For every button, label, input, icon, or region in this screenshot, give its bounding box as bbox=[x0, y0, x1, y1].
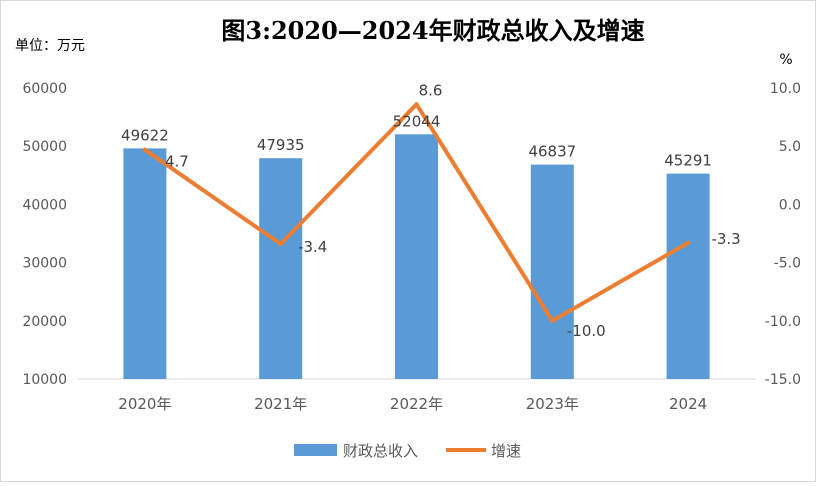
right-tick-label: 10.0 bbox=[770, 81, 801, 97]
line-point[interactable] bbox=[142, 147, 147, 152]
line-data-label: 8.6 bbox=[419, 81, 443, 99]
left-tick-label: 50000 bbox=[22, 139, 67, 155]
left-tick-label: 60000 bbox=[22, 81, 67, 97]
left-tick-label: 10000 bbox=[22, 372, 67, 388]
left-tick-label: 20000 bbox=[22, 314, 67, 330]
x-tick-label: 2024 bbox=[669, 395, 707, 413]
bar-data-label: 47935 bbox=[257, 136, 305, 154]
bar[interactable] bbox=[666, 173, 710, 379]
legend-label-bar: 财政总收入 bbox=[343, 442, 418, 460]
x-tick-label: 2022年 bbox=[390, 395, 443, 413]
bar[interactable] bbox=[395, 134, 438, 379]
x-tick-label: 2020年 bbox=[118, 395, 171, 413]
line-data-label: 4.7 bbox=[165, 153, 189, 171]
line-point[interactable] bbox=[550, 318, 555, 323]
line-data-label: -3.4 bbox=[298, 238, 327, 256]
legend[interactable]: 财政总收入 增速 bbox=[294, 442, 521, 460]
bar[interactable] bbox=[123, 148, 167, 379]
right-tick-label: 0.0 bbox=[779, 197, 801, 213]
right-tick-label: -5.0 bbox=[774, 256, 801, 272]
line-point[interactable] bbox=[686, 240, 691, 245]
right-tick-label: -10.0 bbox=[765, 314, 801, 330]
bar-data-label: 46837 bbox=[528, 143, 576, 161]
bar[interactable] bbox=[259, 158, 303, 379]
bar-data-label: 45291 bbox=[664, 152, 712, 170]
right-unit-label: % bbox=[779, 52, 792, 68]
axes-group: 60000 50000 40000 30000 20000 10000 10.0 5.0 0.0… bbox=[22, 81, 801, 413]
right-tick-label: 5.0 bbox=[779, 139, 801, 155]
bar[interactable] bbox=[530, 164, 574, 379]
x-tick-label: 2021年 bbox=[254, 395, 307, 413]
line-group bbox=[142, 102, 691, 323]
legend-swatch-bar bbox=[294, 444, 337, 456]
bar-data-label: 49622 bbox=[121, 126, 169, 144]
bars-group bbox=[123, 134, 710, 379]
line-point[interactable] bbox=[278, 241, 283, 246]
left-tick-label: 30000 bbox=[22, 256, 67, 272]
data-labels-group: 49622 47935 52044 46837 45291 4.7 -3.4 8.6 -10.0… bbox=[121, 81, 741, 340]
chart-title: 图3:2020—2024年财政总收入及增速 bbox=[221, 16, 644, 45]
left-unit-label: 单位：万元 bbox=[15, 38, 85, 54]
line-data-label: -3.3 bbox=[711, 230, 740, 248]
line-data-label: -10.0 bbox=[567, 322, 606, 340]
left-tick-label: 40000 bbox=[22, 197, 67, 213]
right-tick-label: -15.0 bbox=[765, 372, 801, 388]
line-point[interactable] bbox=[414, 102, 419, 107]
x-tick-label: 2023年 bbox=[526, 395, 579, 413]
bar-data-label: 52044 bbox=[393, 112, 441, 130]
legend-label-line: 增速 bbox=[491, 442, 521, 460]
